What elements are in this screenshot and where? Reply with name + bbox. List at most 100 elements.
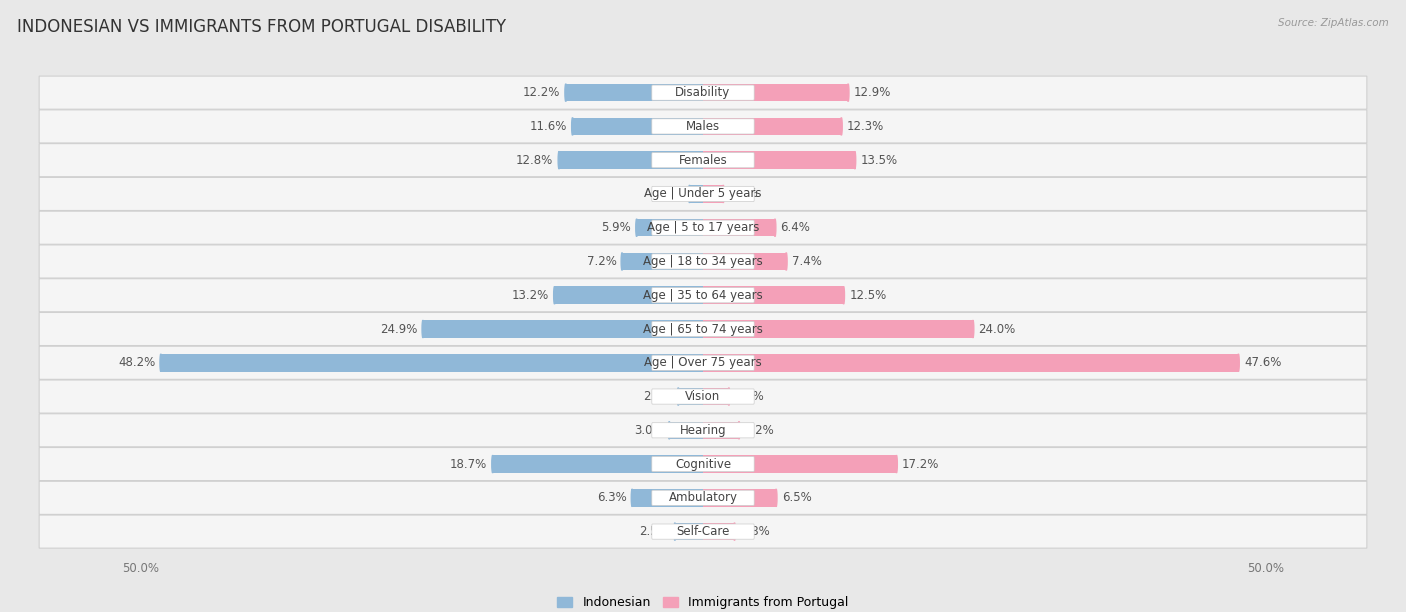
Text: Disability: Disability [675,86,731,99]
Bar [703,455,897,473]
Bar [554,286,703,304]
FancyBboxPatch shape [652,490,754,506]
Text: Cognitive: Cognitive [675,458,731,471]
FancyBboxPatch shape [652,389,754,404]
Text: Self-Care: Self-Care [676,525,730,538]
Ellipse shape [678,388,679,405]
Ellipse shape [896,455,897,473]
FancyBboxPatch shape [652,152,754,168]
FancyBboxPatch shape [652,321,754,337]
FancyBboxPatch shape [652,457,754,472]
Ellipse shape [848,84,849,102]
FancyBboxPatch shape [652,186,754,201]
Ellipse shape [841,118,842,135]
FancyBboxPatch shape [652,220,754,235]
Text: 3.0%: 3.0% [634,424,664,437]
Text: INDONESIAN VS IMMIGRANTS FROM PORTUGAL DISABILITY: INDONESIAN VS IMMIGRANTS FROM PORTUGAL D… [17,18,506,36]
Ellipse shape [723,185,724,203]
Text: 7.4%: 7.4% [792,255,821,268]
Text: Males: Males [686,120,720,133]
Bar [633,489,703,507]
Ellipse shape [853,151,856,169]
Text: Age | 65 to 74 years: Age | 65 to 74 years [643,323,763,335]
Ellipse shape [572,118,574,135]
Text: 12.5%: 12.5% [849,289,886,302]
Text: Vision: Vision [685,390,721,403]
Bar [689,185,703,203]
Bar [572,118,703,135]
FancyBboxPatch shape [39,177,1367,211]
Bar [678,388,703,405]
FancyBboxPatch shape [652,423,754,438]
Bar [703,422,740,439]
Bar [703,185,723,203]
Ellipse shape [160,354,162,371]
FancyBboxPatch shape [39,414,1367,447]
Text: 1.2%: 1.2% [654,187,683,201]
Bar [703,489,776,507]
FancyBboxPatch shape [39,515,1367,548]
Ellipse shape [972,320,974,338]
Text: Age | Over 75 years: Age | Over 75 years [644,356,762,369]
Text: 24.0%: 24.0% [979,323,1015,335]
Text: Age | 18 to 34 years: Age | 18 to 34 years [643,255,763,268]
Text: 1.8%: 1.8% [728,187,759,201]
Text: 47.6%: 47.6% [1244,356,1281,369]
Ellipse shape [554,286,555,304]
FancyBboxPatch shape [39,346,1367,379]
Text: 48.2%: 48.2% [118,356,155,369]
Ellipse shape [631,489,633,507]
Text: Ambulatory: Ambulatory [668,491,738,504]
Ellipse shape [738,422,740,439]
Ellipse shape [636,219,637,236]
Text: 2.8%: 2.8% [740,525,770,538]
Text: 17.2%: 17.2% [903,458,939,471]
Text: 6.4%: 6.4% [780,221,810,234]
Bar [703,84,848,102]
Text: 12.8%: 12.8% [516,154,554,166]
Bar [703,118,841,135]
Ellipse shape [734,523,735,540]
Ellipse shape [775,489,778,507]
Bar [637,219,703,236]
Text: Females: Females [679,154,727,166]
FancyBboxPatch shape [652,85,754,100]
Bar [669,422,703,439]
Text: 12.2%: 12.2% [523,86,560,99]
Ellipse shape [786,253,787,271]
Text: 13.2%: 13.2% [512,289,548,302]
Legend: Indonesian, Immigrants from Portugal: Indonesian, Immigrants from Portugal [553,591,853,612]
Text: Source: ZipAtlas.com: Source: ZipAtlas.com [1278,18,1389,28]
Text: 6.5%: 6.5% [782,491,811,504]
Bar [565,84,703,102]
FancyBboxPatch shape [652,355,754,370]
Text: 12.3%: 12.3% [846,120,884,133]
FancyBboxPatch shape [39,245,1367,278]
Text: 12.9%: 12.9% [853,86,891,99]
FancyBboxPatch shape [652,524,754,539]
Bar [560,151,703,169]
Text: 13.5%: 13.5% [860,154,897,166]
Text: Hearing: Hearing [679,424,727,437]
Text: 24.9%: 24.9% [380,323,418,335]
FancyBboxPatch shape [39,447,1367,480]
Bar [703,354,1239,371]
Bar [703,253,786,271]
Ellipse shape [842,286,845,304]
Text: Age | 5 to 17 years: Age | 5 to 17 years [647,221,759,234]
FancyBboxPatch shape [39,278,1367,312]
Bar [621,253,703,271]
Bar [423,320,703,338]
FancyBboxPatch shape [652,254,754,269]
Bar [492,455,703,473]
Ellipse shape [728,388,730,405]
Text: 2.2%: 2.2% [643,390,672,403]
Bar [703,523,734,540]
Ellipse shape [1237,354,1239,371]
FancyBboxPatch shape [39,76,1367,109]
FancyBboxPatch shape [39,313,1367,346]
Text: 6.3%: 6.3% [596,491,627,504]
Bar [703,286,844,304]
Ellipse shape [492,455,494,473]
Text: 3.2%: 3.2% [745,424,775,437]
